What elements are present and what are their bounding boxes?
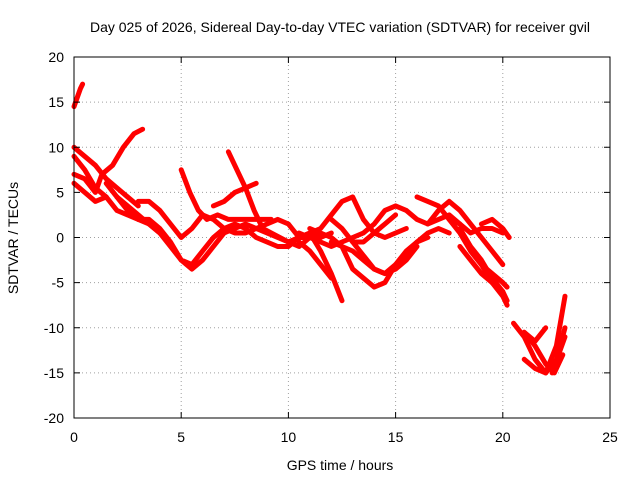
x-tick-label: 0 — [70, 429, 78, 445]
chart-title: Day 025 of 2026, Sidereal Day-to-day VTE… — [90, 19, 590, 35]
series-arc-4 — [71, 180, 109, 204]
series-arc-19 — [350, 212, 399, 245]
y-tick-label: 5 — [56, 184, 64, 200]
series-arc-25 — [457, 244, 506, 295]
series-arc-9 — [178, 167, 274, 222]
series-arc-26 — [478, 216, 512, 240]
x-tick-label: 5 — [177, 429, 185, 445]
series-arc-11 — [225, 149, 313, 249]
x-tick-label: 20 — [495, 429, 511, 445]
x-tick-label: 15 — [388, 429, 404, 445]
series-arc-30 — [521, 325, 549, 344]
axis-ticks: 0 5 10 15 20 25 -20 -15 -10 -5 0 5 10 15 20 — [44, 49, 618, 445]
y-tick-label: -15 — [44, 365, 64, 381]
x-axis-label: GPS time / hours — [287, 457, 394, 473]
series-arc-21 — [425, 198, 506, 268]
y-tick-label: -20 — [44, 410, 64, 426]
series-arc-18 — [328, 226, 452, 277]
series-layer — [71, 81, 568, 376]
series-arc-13 — [296, 203, 463, 249]
y-tick-label: 0 — [56, 230, 64, 246]
series-arc-10 — [210, 180, 259, 209]
x-tick-label: 25 — [602, 429, 618, 445]
y-tick-label: 15 — [48, 94, 64, 110]
series-arc-5 — [71, 144, 141, 209]
series-arc-20 — [414, 194, 506, 236]
y-axis-label: SDTVAR / TECUs — [5, 182, 21, 294]
y-tick-label: -5 — [52, 275, 65, 291]
series-arc-31 — [549, 334, 568, 376]
series-arc-14 — [307, 230, 345, 304]
y-tick-label: 10 — [48, 139, 64, 155]
x-tick-label: 10 — [281, 429, 297, 445]
series-arc-8 — [135, 198, 302, 240]
grid-lines — [74, 57, 610, 418]
y-tick-label: -10 — [44, 320, 64, 336]
series-arc-3 — [71, 126, 146, 195]
series-arc-1 — [71, 81, 86, 110]
y-tick-label: 20 — [48, 49, 64, 65]
series-arc-15 — [296, 239, 334, 281]
series-arc-27 — [511, 293, 568, 376]
